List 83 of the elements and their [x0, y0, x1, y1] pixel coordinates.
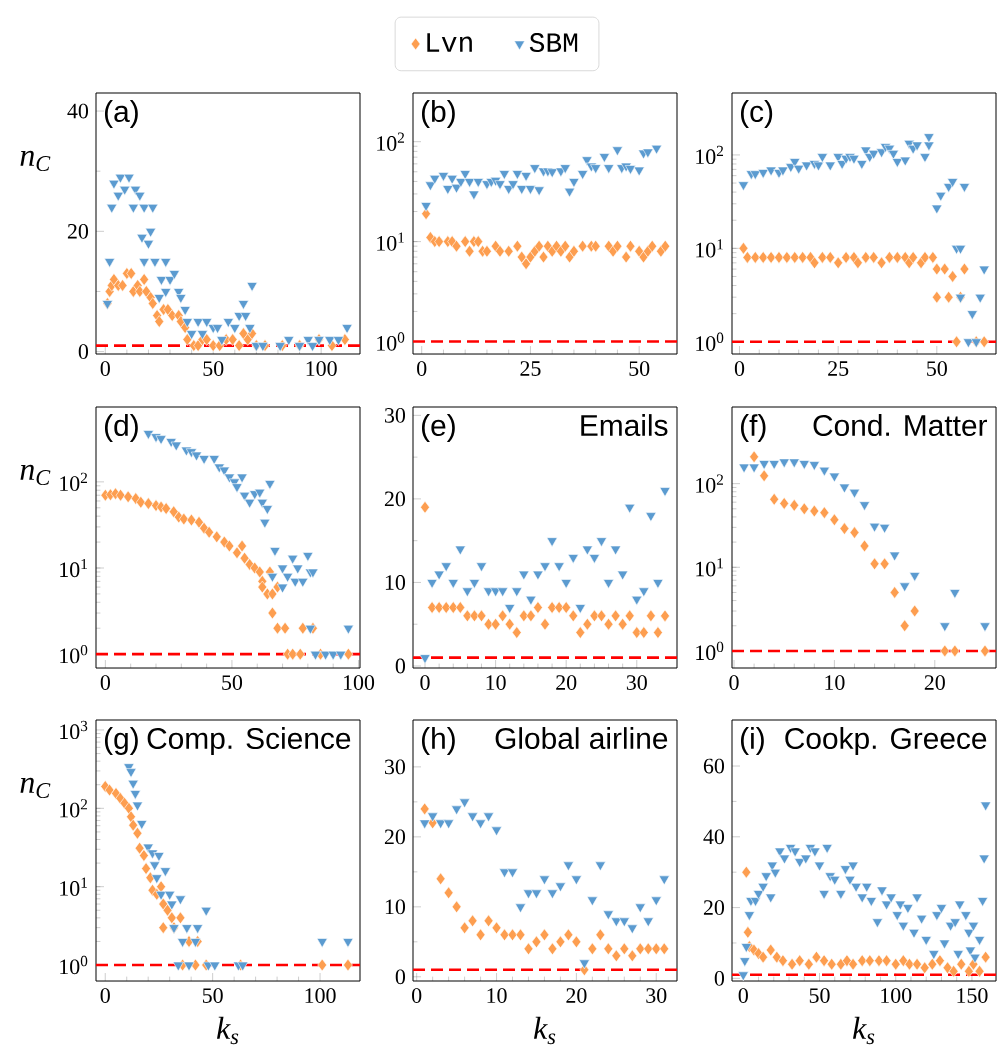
y-tick-label: 20 [67, 223, 89, 239]
y-tick-label: 20 [384, 491, 406, 507]
x-tick-label: 30 [626, 675, 647, 690]
x-tick-label: 25 [828, 361, 849, 376]
x-tick-label: 50 [222, 675, 243, 690]
chart-subtitle: Comp. Science [147, 727, 351, 755]
y-tick-label: 20 [703, 900, 725, 915]
y-tick-label: 10$^{2}$ [696, 145, 724, 165]
y-tick-label: 10$^{1}$ [60, 558, 87, 578]
x-tick-label: 100 [343, 675, 375, 690]
y-tick-label: 10 [385, 899, 406, 915]
y-tick-label: 0 [395, 969, 406, 985]
x-tick-label: 20 [556, 675, 577, 690]
x-tick-label: 0 [100, 675, 111, 690]
y-tick-label: 10$^{2}$ [696, 474, 724, 493]
x-tick-label: 30 [646, 988, 667, 1003]
x-tick-label: 0 [738, 988, 748, 1003]
y-tick-label: 60 [703, 758, 725, 774]
x-tick-label: 100 [306, 361, 337, 376]
y-tick-label: 10$^{1}$ [696, 239, 723, 258]
chart-title: (f) [740, 414, 766, 442]
chart-title: (d) [104, 414, 138, 442]
x-tick-label: 0 [100, 988, 110, 1003]
x-axis-title: k$_{s}$ [216, 1016, 239, 1045]
y-axis-title: n$_{C}$ [20, 464, 51, 486]
chart-subtitle: Emails [581, 414, 668, 437]
chart-title: (e) [421, 414, 455, 442]
x-tick-label: 50 [629, 361, 650, 376]
y-tick-label: 10$^{2}$ [377, 132, 405, 151]
y-tick-label: 10 [385, 575, 406, 590]
chart-title: (h) [421, 727, 455, 755]
x-axis-title: k$_{s}$ [853, 1016, 875, 1045]
y-tick-label: 10$^{1}$ [696, 558, 723, 577]
chart-subtitle: Cookp. Greece [785, 727, 987, 755]
x-tick-label: 50 [809, 988, 830, 1003]
x-tick-label: 100 [881, 988, 912, 1003]
x-tick-label: 0 [420, 675, 430, 690]
y-tick-label: 40 [703, 829, 725, 845]
legend-label: Lvn [427, 33, 472, 52]
x-tick-label: 0 [100, 361, 110, 376]
y-tick-label: 0 [395, 658, 406, 674]
y-tick-label: 0 [78, 344, 89, 359]
y-tick-label: 10$^{2}$ [60, 799, 87, 818]
y-tick-label: 10$^{0}$ [377, 332, 405, 351]
y-tick-label: 30 [385, 759, 406, 775]
x-tick-label: 0 [729, 675, 739, 690]
x-tick-label: 50 [927, 361, 947, 376]
y-axis-title: n$_{C}$ [20, 150, 51, 172]
y-tick-label: 10$^{3}$ [60, 720, 88, 740]
x-tick-label: 150 [957, 988, 988, 1003]
x-tick-label: 100 [305, 988, 336, 1003]
chart-title: (g) [104, 727, 138, 755]
x-tick-label: 10 [486, 675, 506, 690]
x-tick-label: 10 [825, 675, 845, 690]
x-tick-label: 20 [924, 675, 945, 690]
y-tick-label: 10$^{2}$ [60, 472, 87, 492]
y-tick-label: 40 [67, 103, 89, 119]
y-tick-label: 20 [384, 829, 406, 845]
y-tick-label: 10$^{1}$ [377, 232, 404, 251]
y-tick-label: 30 [385, 407, 406, 423]
x-axis-title: k$_{s}$ [534, 1016, 556, 1045]
x-tick-label: 0 [417, 361, 427, 376]
chart-title: (c) [740, 100, 773, 128]
x-tick-label: 0 [412, 988, 422, 1003]
y-tick-label: 10$^{0}$ [60, 644, 88, 664]
x-tick-label: 20 [566, 988, 587, 1003]
x-tick-label: 0 [734, 361, 745, 376]
chart-title: (a) [104, 100, 138, 128]
y-tick-label: 10$^{0}$ [60, 955, 88, 975]
chart-title: (i) [740, 727, 764, 755]
y-tick-label: 0 [714, 970, 725, 986]
chart-subtitle: Cond. Matter [813, 414, 988, 437]
chart-title: (b) [421, 100, 455, 128]
x-tick-label: 50 [202, 988, 223, 1003]
x-tick-label: 25 [520, 361, 541, 376]
x-tick-label: 50 [203, 361, 224, 376]
x-tick-label: 10 [487, 988, 507, 1003]
y-tick-label: 10$^{0}$ [696, 641, 724, 661]
legend-label: SBM [529, 33, 578, 53]
y-axis-title: n$_{C}$ [20, 777, 51, 799]
y-tick-label: 10$^{1}$ [60, 877, 87, 896]
chart-subtitle: Global airline [495, 727, 668, 750]
y-tick-label: 10$^{0}$ [696, 332, 724, 351]
